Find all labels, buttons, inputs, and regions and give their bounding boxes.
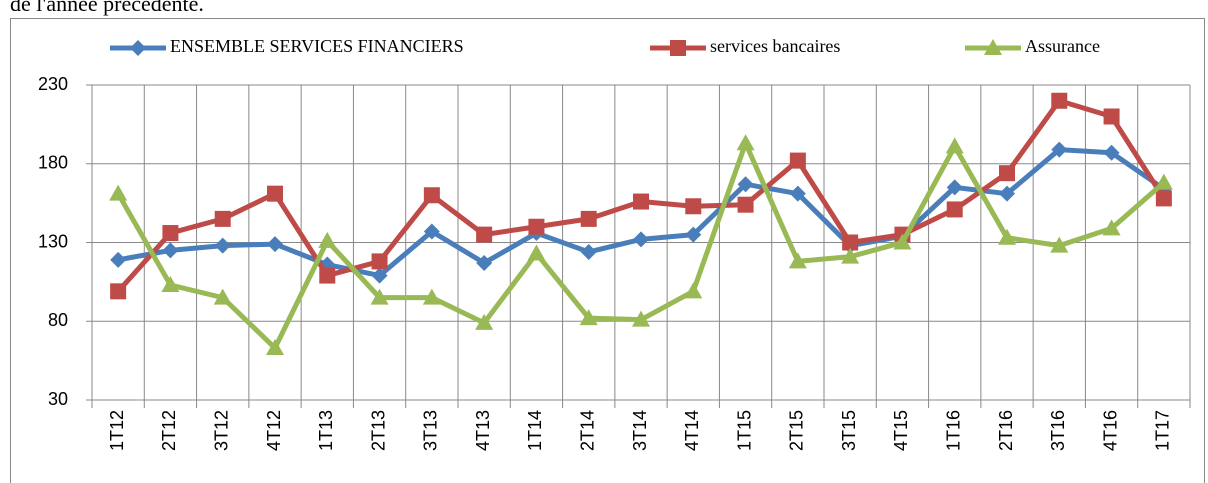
marker (214, 237, 231, 254)
marker (579, 309, 598, 326)
marker (371, 267, 388, 284)
marker (685, 226, 702, 243)
marker (1103, 108, 1120, 125)
marker (213, 288, 232, 305)
marker (370, 288, 389, 305)
x-tick-label: 2T14 (577, 410, 597, 451)
marker (214, 210, 231, 227)
x-tick-label: 3T16 (1048, 410, 1068, 451)
x-tick-label: 4T12 (264, 410, 284, 451)
marker (984, 39, 1002, 55)
marker (423, 187, 440, 204)
marker (633, 193, 649, 210)
marker (528, 218, 545, 235)
marker (789, 152, 806, 169)
x-tick-label: 4T15 (891, 410, 911, 451)
marker (110, 283, 127, 300)
marker (130, 40, 146, 56)
marker (999, 185, 1015, 202)
x-tick-label: 1T13 (316, 410, 336, 451)
marker (841, 247, 860, 264)
x-tick-label: 4T16 (1100, 410, 1120, 451)
marker (842, 234, 859, 251)
marker (633, 231, 649, 248)
marker (684, 282, 703, 299)
legend-label: ENSEMBLE SERVICES FINANCIERS (170, 36, 464, 56)
marker (162, 225, 179, 242)
x-tick-label: 3T12 (211, 410, 231, 451)
marker (736, 134, 755, 151)
y-tick-label: 230 (38, 74, 68, 94)
marker (788, 252, 807, 269)
marker (318, 231, 337, 248)
marker (946, 179, 963, 196)
legend-label: Assurance (1025, 36, 1100, 56)
marker (423, 223, 440, 240)
marker (110, 251, 127, 268)
marker (999, 165, 1015, 182)
x-tick-label: 1T17 (1153, 410, 1173, 451)
marker (946, 201, 963, 218)
marker (476, 226, 493, 243)
y-tick-label: 30 (48, 389, 68, 409)
marker (476, 254, 493, 271)
marker (998, 228, 1016, 245)
marker (475, 313, 494, 330)
marker (1050, 236, 1069, 253)
y-tick-label: 80 (48, 310, 68, 330)
marker (737, 176, 754, 193)
header-text: de l'année précédente. (10, 0, 204, 16)
marker (1102, 219, 1121, 236)
marker (266, 339, 284, 356)
x-tick-label: 4T14 (682, 410, 702, 451)
marker (945, 137, 964, 154)
x-tick-label: 1T16 (943, 410, 963, 451)
marker (109, 184, 128, 201)
chart-frame (10, 18, 1205, 483)
marker (632, 310, 650, 327)
marker (371, 253, 388, 270)
marker (267, 236, 283, 253)
marker (1155, 190, 1172, 207)
y-tick-label: 180 (38, 153, 68, 173)
x-tick-label: 3T13 (421, 410, 441, 451)
marker (319, 267, 336, 284)
x-tick-label: 2T16 (996, 410, 1016, 451)
marker (1051, 92, 1068, 109)
marker (893, 233, 912, 250)
x-tick-label: 1T12 (107, 410, 127, 451)
marker (422, 288, 441, 305)
y-tick-label: 130 (38, 231, 68, 251)
x-tick-label: 3T14 (630, 410, 650, 451)
x-tick-label: 4T13 (473, 410, 493, 451)
x-tick-label: 2T13 (368, 410, 388, 451)
x-tick-label: 2T15 (787, 410, 807, 451)
marker (580, 210, 597, 227)
marker (1154, 173, 1173, 190)
marker (267, 185, 283, 202)
marker (789, 185, 806, 202)
x-tick-label: 1T15 (734, 410, 754, 451)
marker (161, 276, 180, 293)
marker (162, 242, 179, 259)
x-tick-label: 3T15 (839, 410, 859, 451)
marker (737, 196, 754, 213)
marker (1103, 144, 1120, 161)
marker (527, 244, 546, 261)
marker (685, 198, 702, 215)
x-tick-label: 1T14 (525, 410, 545, 451)
legend-label: services bancaires (710, 36, 840, 56)
marker (1051, 141, 1068, 158)
x-tick-label: 2T12 (159, 410, 179, 451)
marker (670, 40, 686, 56)
marker (580, 243, 597, 260)
